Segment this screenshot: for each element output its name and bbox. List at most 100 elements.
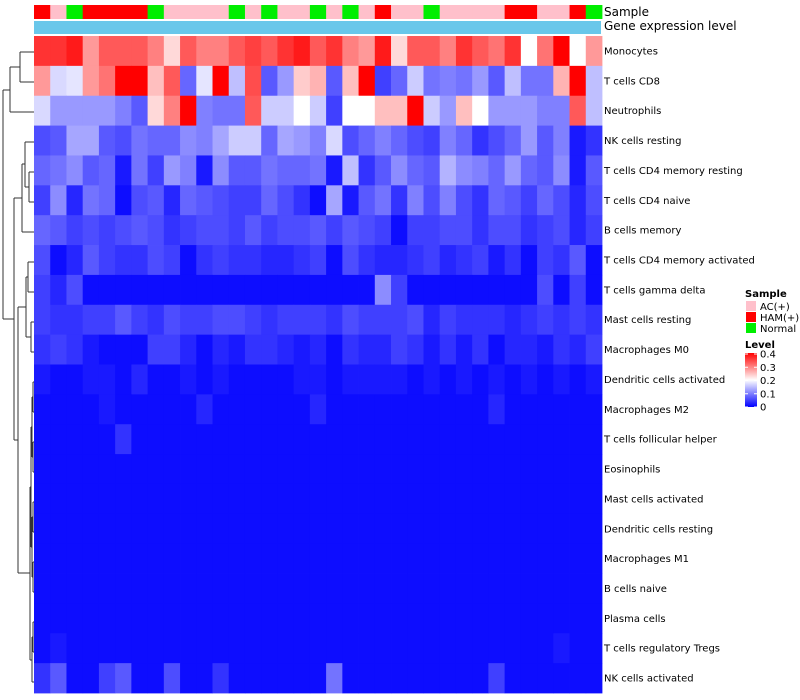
heatmap-cell [82, 513, 100, 545]
heatmap-cell [82, 483, 100, 515]
heatmap-cell [98, 36, 116, 67]
heatmap-cell [569, 364, 587, 395]
heatmap-cell [520, 663, 538, 694]
heatmap-cell [180, 274, 197, 306]
heatmap-cell [423, 543, 441, 574]
heatmap-cell [196, 394, 213, 425]
sample-annotation-cell [439, 5, 457, 19]
row-label: Plasma cells [604, 614, 666, 625]
heatmap-cell [309, 334, 327, 365]
heatmap-cell [115, 603, 132, 634]
heatmap-cell [326, 125, 343, 156]
heatmap-cell [585, 543, 603, 574]
heatmap-cell [115, 304, 132, 336]
sample-legend-swatch [746, 323, 756, 333]
heatmap-cell [569, 304, 587, 336]
heatmap-cell [131, 454, 148, 485]
heatmap-cell [98, 543, 116, 574]
heatmap-cell [34, 155, 51, 186]
heatmap-cell [228, 603, 246, 634]
heatmap-cell [244, 483, 262, 515]
heatmap-cell [585, 424, 603, 455]
heatmap-cell [472, 513, 489, 545]
heatmap-cell [244, 95, 262, 126]
heatmap-cell [115, 424, 132, 455]
heatmap-cell [98, 304, 116, 336]
heatmap-cell [585, 125, 603, 156]
heatmap-cell [82, 633, 100, 664]
heatmap-cell [553, 304, 570, 336]
heatmap-cell [180, 95, 197, 126]
heatmap-cell [180, 364, 197, 395]
heatmap-cell [520, 454, 538, 485]
heatmap-cell [569, 454, 587, 485]
heatmap-cell [537, 334, 554, 365]
sample-annotation-cell [293, 5, 311, 19]
heatmap-cell [488, 155, 506, 186]
heatmap-cell [309, 185, 327, 216]
heatmap-cell [163, 245, 181, 276]
heatmap-cell [163, 95, 181, 126]
heatmap-cell [326, 334, 343, 365]
heatmap-cell [537, 95, 554, 126]
sample-annotation-cell [488, 5, 506, 19]
heatmap-cell [455, 513, 473, 545]
heatmap-cell [342, 334, 359, 365]
heatmap-cell [98, 65, 116, 97]
heatmap-cell [342, 513, 359, 545]
heatmap-cell [82, 185, 100, 216]
heatmap-cell [50, 185, 67, 216]
row-label: Dendritic cells resting [604, 524, 713, 535]
heatmap-cell [553, 125, 570, 156]
heatmap-cell [293, 155, 311, 186]
heatmap-cell [244, 304, 262, 336]
heatmap-cell [115, 155, 132, 186]
heatmap-cell [82, 95, 100, 126]
heatmap-cell [342, 454, 359, 485]
heatmap-cell [115, 364, 132, 395]
heatmap-cell [488, 274, 506, 306]
heatmap-cell [163, 543, 181, 574]
heatmap-cell [374, 274, 392, 306]
heatmap-cell [553, 603, 570, 634]
heatmap-cell [98, 513, 116, 545]
row-label: B cells naive [604, 584, 667, 595]
heatmap-cell [180, 663, 197, 694]
heatmap-cell [180, 185, 197, 216]
heatmap-cell [147, 633, 165, 664]
heatmap-cell [147, 65, 165, 97]
heatmap-cell [358, 543, 376, 574]
heatmap-cell [163, 633, 181, 664]
row-label: Macrophages M2 [604, 405, 689, 416]
heatmap-cell [244, 125, 262, 156]
heatmap-cell [326, 573, 343, 604]
heatmap-cell [374, 633, 392, 664]
heatmap-cell [147, 573, 165, 604]
heatmap-cell [488, 513, 506, 545]
heatmap-cell [34, 125, 51, 156]
heatmap-cell [342, 95, 359, 126]
heatmap-cell [147, 543, 165, 574]
heatmap-cell [407, 483, 424, 515]
heatmap-cell [326, 185, 343, 216]
heatmap-cell [585, 155, 603, 186]
heatmap-cell [358, 603, 376, 634]
row-labels: Monocytes T cells CD8 Neutrophils NK cells … [603, 46, 755, 684]
heatmap-cell [342, 65, 359, 97]
heatmap-cell [277, 513, 295, 545]
heatmap-cell [115, 573, 132, 604]
annotation-label-expression: Gene expression level [604, 19, 737, 33]
heatmap-cell [50, 454, 67, 485]
heatmap-cell [82, 454, 100, 485]
heatmap-cell [439, 573, 457, 604]
heatmap-cell [374, 334, 392, 365]
heatmap-cell [98, 185, 116, 216]
heatmap-cell [293, 454, 311, 485]
heatmap-cell [439, 245, 457, 276]
heatmap-cell [520, 36, 538, 67]
heatmap-cell [455, 603, 473, 634]
heatmap-cell [472, 394, 489, 425]
row-label: Dendritic cells activated [604, 375, 725, 386]
heatmap-cell [407, 603, 424, 634]
heatmap-cell [326, 364, 343, 395]
